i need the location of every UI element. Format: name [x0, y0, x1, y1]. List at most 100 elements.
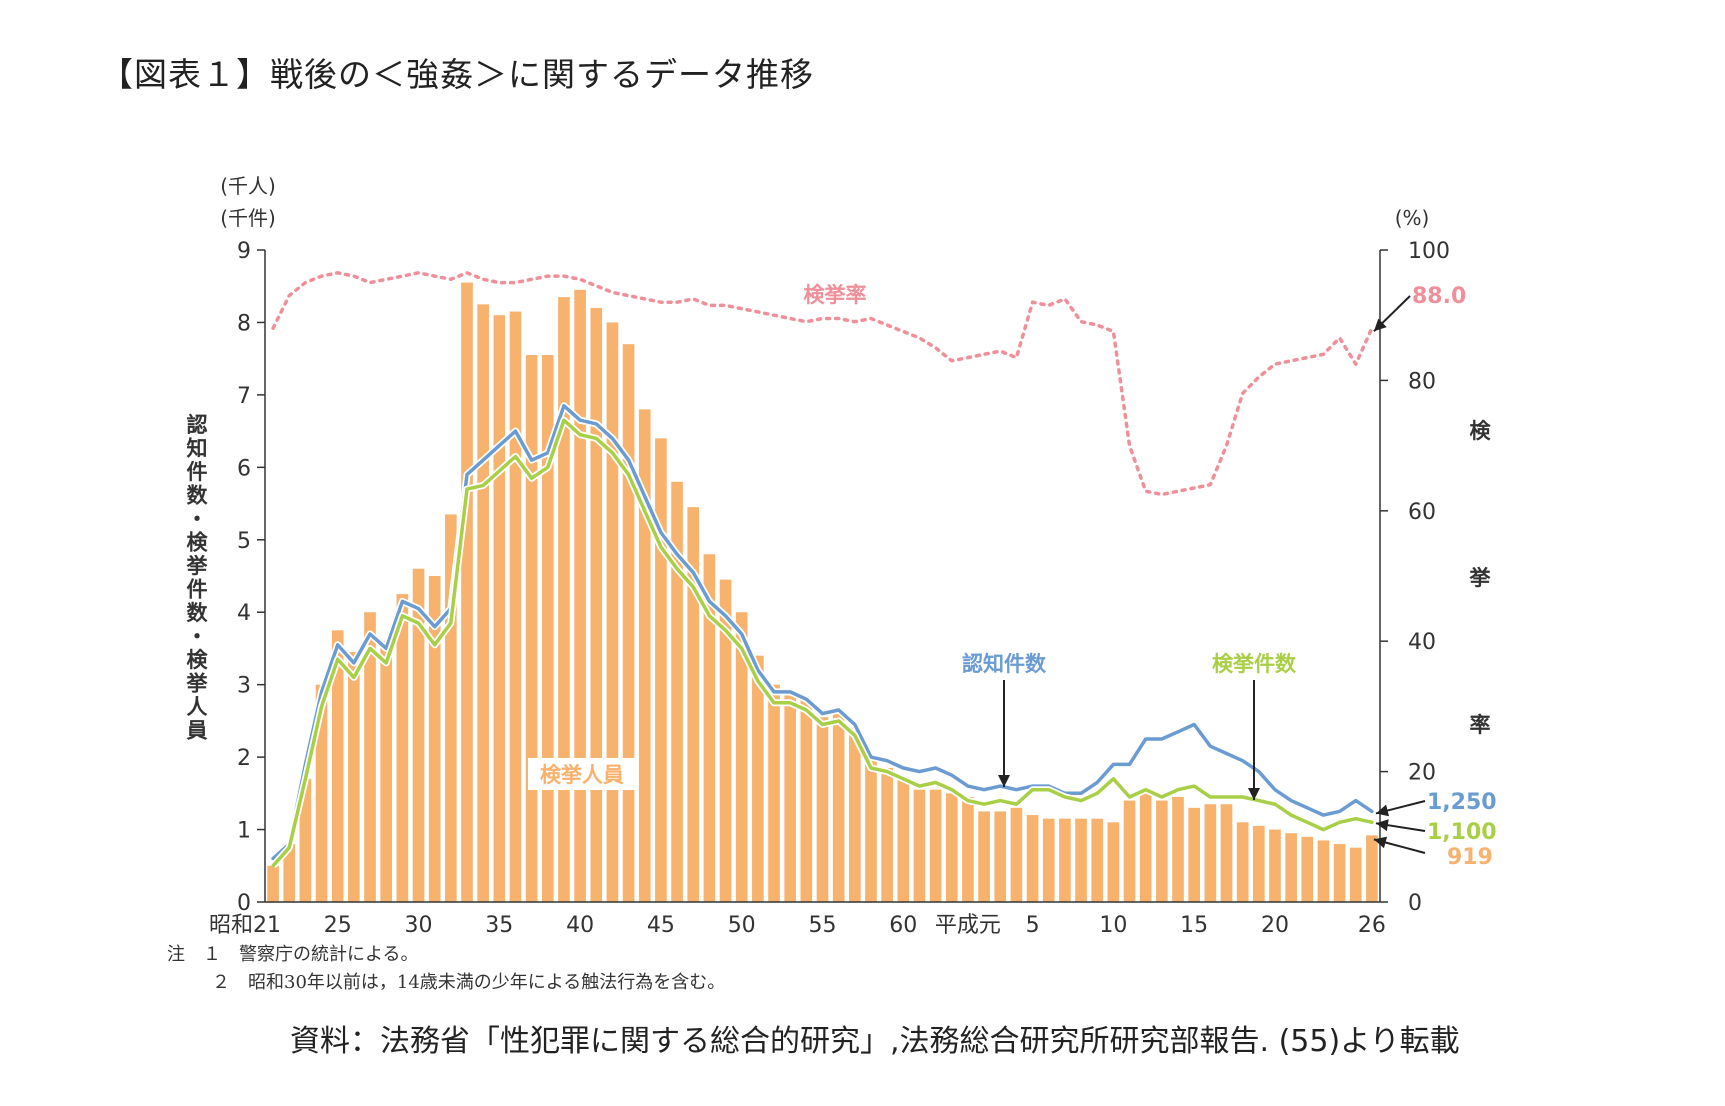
- bar: [897, 778, 910, 902]
- bar: [1172, 796, 1184, 902]
- x-tick-label: 30: [405, 913, 433, 938]
- x-tick-label: 60: [889, 913, 917, 938]
- bar: [331, 630, 344, 902]
- left-axis-label-char: 検: [187, 648, 209, 672]
- arrow-end-cleared-head: [1375, 819, 1389, 832]
- bar: [978, 811, 990, 902]
- left-tick-label: 9: [237, 239, 251, 264]
- bar: [994, 811, 1007, 902]
- bar: [865, 760, 877, 902]
- bar: [784, 695, 796, 902]
- bar: [622, 344, 635, 903]
- bar: [1236, 822, 1249, 902]
- left-tick-label: 3: [237, 674, 251, 699]
- bar: [849, 728, 861, 902]
- bar: [1269, 829, 1281, 902]
- series-label: 検挙人員: [540, 763, 624, 787]
- bar: [1301, 836, 1314, 902]
- bar: [461, 282, 473, 903]
- x-tick-label: 45: [647, 913, 675, 938]
- bar: [752, 655, 764, 902]
- bar: [687, 507, 700, 902]
- bar: [348, 652, 360, 902]
- x-tick-label: 25: [324, 913, 352, 938]
- bar: [1285, 833, 1297, 902]
- bar: [1075, 818, 1087, 902]
- right-tick-label: 60: [1408, 500, 1436, 525]
- bar: [735, 612, 748, 902]
- x-tick-label: 55: [809, 913, 837, 938]
- bar: [574, 289, 586, 902]
- bar: [913, 789, 926, 902]
- end-label: 919: [1447, 845, 1493, 870]
- bar: [768, 684, 780, 902]
- x-tick-label: 15: [1180, 913, 1208, 938]
- left-axis-label-char: 知: [187, 437, 208, 461]
- bar: [1026, 815, 1039, 902]
- bar: [1204, 804, 1217, 902]
- bar: [299, 778, 312, 902]
- bar: [380, 641, 393, 902]
- source-citation: 資料：法務省「性犯罪に関する総合的研究」,法務総合研究所研究部報告. (55)よ…: [290, 1024, 1460, 1059]
- bar: [1317, 840, 1330, 902]
- bar: [493, 315, 506, 902]
- right-axis-label-char: 率: [1470, 713, 1491, 737]
- bar: [929, 789, 942, 902]
- bar: [267, 865, 279, 902]
- bar: [832, 713, 845, 902]
- bar: [412, 568, 425, 902]
- bar: [881, 767, 893, 902]
- left-tick-label: 0: [237, 891, 251, 916]
- end-label: 88.0: [1412, 284, 1466, 309]
- bar: [1042, 818, 1055, 902]
- series-label: 検挙率: [804, 283, 867, 307]
- left-axis-label-char: 件: [187, 578, 208, 602]
- bar: [509, 311, 522, 903]
- bar: [1220, 804, 1233, 902]
- bar: [1156, 800, 1168, 902]
- note-2: ２ 昭和30年以前は，14歳未満の少年による触法行為を含む。: [212, 972, 726, 993]
- left-tick-label: 4: [237, 601, 251, 626]
- arrow-end-recognized-head: [1375, 804, 1390, 817]
- line-series: [270, 271, 1374, 869]
- left-axis-label-char: 数: [187, 601, 209, 625]
- right-tick-label: 20: [1408, 761, 1436, 786]
- left-axis-label-char: ・: [187, 625, 208, 649]
- right-tick-label: 0: [1408, 891, 1422, 916]
- x-tick-label: 5: [1026, 913, 1040, 938]
- x-tick-label: 50: [728, 913, 756, 938]
- bar: [445, 514, 457, 902]
- right-tick-label: 80: [1408, 369, 1436, 394]
- bar: [1139, 793, 1152, 902]
- label-bg: [528, 758, 636, 790]
- bar: [525, 355, 538, 902]
- x-tick-label: 10: [1099, 913, 1127, 938]
- right-axis-label-char: 挙: [1469, 566, 1492, 590]
- bar: [671, 481, 683, 902]
- bar: [1010, 807, 1023, 902]
- series-label: 認知件数: [962, 652, 1047, 676]
- x-tick-label: 26: [1358, 913, 1386, 938]
- right-tick-label: 100: [1408, 239, 1450, 264]
- right-tick-label: 40: [1408, 630, 1436, 655]
- arrow-end-persons-head: [1373, 836, 1388, 849]
- left-tick-label: 7: [237, 384, 251, 409]
- bar: [1059, 818, 1071, 902]
- left-tick-label: 5: [237, 529, 251, 554]
- bar: [364, 612, 376, 902]
- x-tick-label: 昭和21: [209, 913, 281, 938]
- right-axis-label-char: 検: [1470, 419, 1492, 443]
- right-axis-unit: (%): [1395, 206, 1430, 230]
- left-axis-label-char: 件: [187, 460, 208, 484]
- x-tick-label: 40: [566, 913, 594, 938]
- x-tick-label: 20: [1261, 913, 1289, 938]
- bar: [558, 297, 570, 903]
- arrow-end-rate-head: [1373, 318, 1387, 332]
- chart-title: 【図表１】戦後の＜強姦＞に関するデータ推移: [100, 55, 814, 94]
- bar: [1252, 825, 1265, 902]
- bar: [719, 579, 732, 902]
- left-axis-label-char: 人: [187, 695, 208, 719]
